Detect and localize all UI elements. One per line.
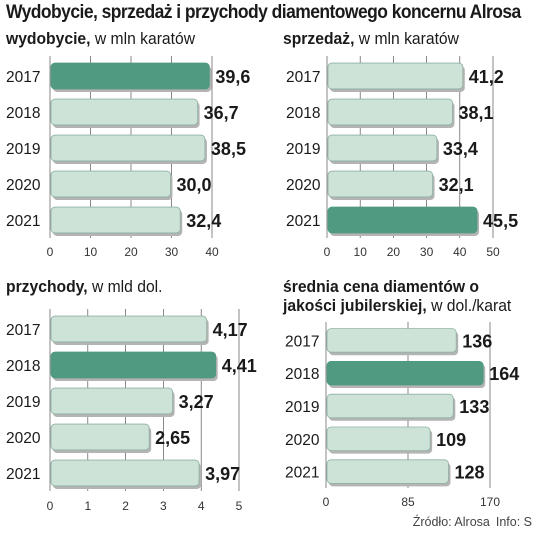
tick-label: 50 [486, 245, 500, 259]
bar [327, 134, 438, 162]
tick-label: 0 [47, 499, 54, 513]
bar [50, 315, 208, 343]
tick-label: 5 [236, 499, 243, 513]
category-label: 2019 [6, 394, 40, 411]
value-label: 41,2 [469, 67, 504, 87]
category-label: 2021 [6, 213, 40, 230]
value-label: 36,7 [204, 103, 239, 123]
value-label: 38,1 [458, 103, 493, 123]
bar [326, 426, 431, 452]
category-label: 2017 [286, 69, 320, 86]
bar [327, 206, 478, 234]
tick-label: 2 [122, 499, 129, 513]
tick-label: 10 [354, 245, 368, 259]
bar [327, 170, 433, 198]
bar [50, 459, 200, 487]
bar [326, 393, 454, 419]
category-label: 2019 [286, 141, 320, 158]
bar [326, 360, 484, 386]
category-label: 2021 [285, 465, 319, 482]
tick-label: 4 [198, 499, 205, 513]
value-label: 32,4 [186, 211, 221, 231]
panel-title-unit: w mld dol. [87, 278, 163, 296]
panel-title-bold: wydobycie, [6, 30, 91, 48]
value-label: 45,5 [483, 211, 518, 231]
value-label: 128 [454, 463, 484, 483]
panel-title-unit: w mln karatów [90, 30, 196, 48]
bar [50, 62, 210, 90]
category-label: 2017 [6, 69, 40, 86]
category-label: 2018 [6, 358, 40, 375]
category-label: 2021 [6, 466, 40, 483]
bar [50, 134, 206, 162]
panel-title-bold: średnia cena diamentów o jakości jubiler… [283, 278, 479, 315]
category-label: 2019 [285, 399, 319, 416]
bar [327, 62, 464, 90]
bar [50, 98, 199, 126]
value-label: 109 [436, 430, 466, 450]
tick-label: 40 [205, 245, 219, 259]
credit-label: Info: S [495, 515, 532, 529]
tick-label: 0 [47, 245, 54, 259]
tick-label: 40 [453, 245, 467, 259]
category-label: 2020 [286, 177, 321, 194]
bar [327, 98, 453, 126]
value-label: 4,17 [213, 320, 248, 340]
category-label: 2018 [285, 366, 319, 383]
panel-title-wydobycie: wydobycie, w mln karatów [6, 30, 195, 49]
value-label: 3,97 [205, 464, 240, 484]
value-label: 2,65 [155, 428, 190, 448]
panel-title-sprzedaz: sprzedaż, w mln karatów [283, 30, 459, 49]
category-label: 2018 [286, 105, 320, 122]
bar [50, 423, 150, 451]
value-label: 38,5 [211, 139, 246, 159]
category-label: 2020 [6, 430, 41, 447]
value-label: 133 [459, 397, 489, 417]
category-label: 2017 [285, 333, 319, 350]
bar [50, 387, 174, 415]
category-label: 2017 [6, 322, 40, 339]
tick-label: 20 [124, 245, 138, 259]
value-label: 33,4 [443, 139, 478, 159]
tick-label: 10 [84, 245, 98, 259]
value-label: 136 [462, 331, 492, 351]
value-label: 32,1 [439, 175, 474, 195]
tick-label: 1 [84, 499, 91, 513]
category-label: 2019 [6, 141, 40, 158]
tick-label: 0 [324, 245, 331, 259]
panel-title-bold: przychody, [6, 278, 88, 296]
value-label: 164 [489, 364, 519, 384]
value-label: 39,6 [215, 67, 250, 87]
bar [50, 351, 217, 379]
value-label: 3,27 [179, 392, 214, 412]
tick-label: 30 [165, 245, 179, 259]
category-label: 2021 [286, 213, 320, 230]
tick-label: 85 [401, 495, 415, 509]
tick-label: 30 [420, 245, 434, 259]
bar [326, 459, 449, 484]
main-title: Wydobycie, sprzedaż i przychody diamento… [6, 2, 521, 23]
panel-title-srednia-cena: średnia cena diamentów o jakości jubiler… [283, 278, 530, 316]
panel-title-bold: sprzedaż, [283, 30, 355, 48]
panel-title-przychody: przychody, w mld dol. [6, 278, 163, 297]
source-line: Źródło: Alrosa Info: S [407, 515, 532, 529]
bar [326, 328, 457, 353]
panel-title-unit: w mln karatów [354, 30, 459, 48]
tick-label: 20 [387, 245, 401, 259]
tick-label: 3 [160, 499, 167, 513]
tick-label: 0 [323, 495, 330, 509]
value-label: 4,41 [222, 356, 257, 376]
value-label: 30,0 [177, 175, 212, 195]
category-label: 2020 [285, 432, 320, 449]
bar [50, 170, 171, 198]
source-label: Źródło: Alrosa [412, 515, 490, 529]
panel-title-unit: w dol./karat [426, 297, 512, 315]
bar [50, 206, 181, 234]
category-label: 2018 [6, 105, 40, 122]
category-label: 2020 [6, 177, 41, 194]
tick-label: 170 [480, 495, 500, 509]
